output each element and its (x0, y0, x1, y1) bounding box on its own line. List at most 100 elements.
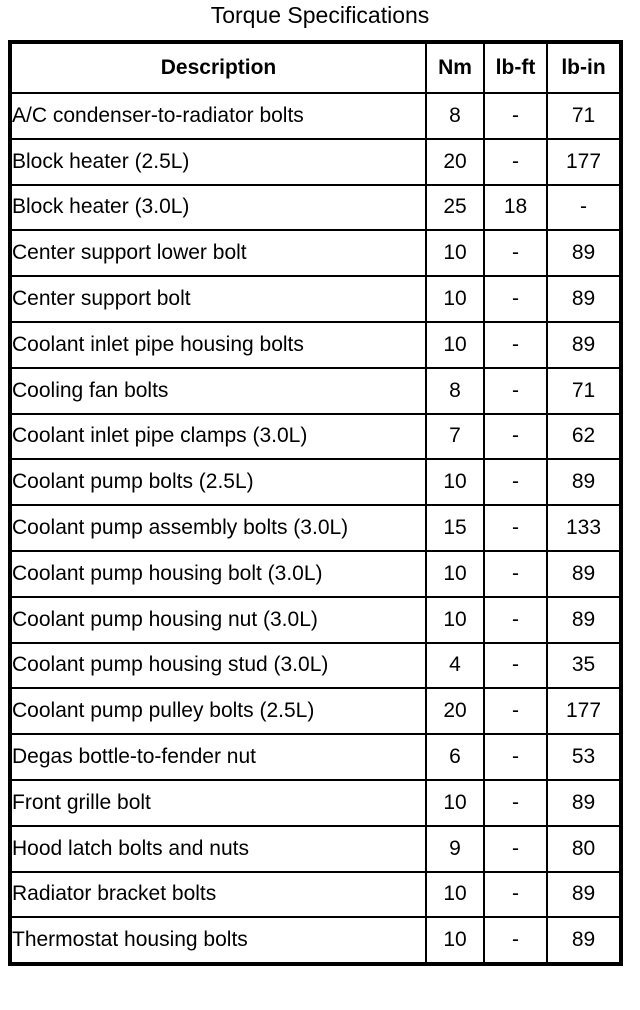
table-body: A/C condenser-to-radiator bolts 8 - 71 B… (9, 92, 622, 966)
cell-lb-in: 80 (546, 824, 622, 873)
cell-nm: 10 (425, 870, 485, 919)
cell-description: Front grille bolt (9, 778, 427, 827)
cell-nm: 6 (425, 733, 485, 781)
cell-description: Coolant pump assembly bolts (3.0L) (9, 504, 427, 552)
cell-nm: 10 (425, 778, 485, 827)
cell-lb-ft: - (483, 549, 548, 598)
table-row: Center support bolt 10 - 89 (9, 275, 622, 323)
cell-lb-in: 89 (546, 870, 622, 919)
cell-lb-in: 71 (546, 366, 622, 415)
table-row: Block heater (3.0L) 25 18 - (9, 183, 622, 232)
cell-lb-in: 89 (546, 916, 622, 966)
table-row: Degas bottle-to-fender nut 6 - 53 (9, 733, 622, 781)
table-row: Coolant pump housing stud (3.0L) 4 - 35 (9, 641, 622, 690)
table-row: Radiator bracket bolts 10 - 89 (9, 870, 622, 919)
table-row: Hood latch bolts and nuts 9 - 80 (9, 824, 622, 873)
cell-lb-in: 62 (546, 412, 622, 461)
table-row: Center support lower bolt 10 - 89 (9, 229, 622, 278)
cell-lb-in: 71 (546, 92, 622, 140)
cell-lb-ft: - (483, 275, 548, 323)
cell-lb-ft: - (483, 366, 548, 415)
cell-lb-in: 89 (546, 458, 622, 507)
cell-nm: 25 (425, 183, 485, 232)
cell-nm: 20 (425, 687, 485, 736)
cell-lb-ft: - (483, 687, 548, 736)
cell-lb-in: 89 (546, 320, 622, 369)
cell-lb-in: 177 (546, 687, 622, 736)
table-row: Thermostat housing bolts 10 - 89 (9, 916, 622, 966)
cell-lb-ft: - (483, 824, 548, 873)
cell-lb-in: - (546, 183, 622, 232)
cell-description: Hood latch bolts and nuts (9, 824, 427, 873)
table-row: Coolant inlet pipe clamps (3.0L) 7 - 62 (9, 412, 622, 461)
cell-description: Coolant pump bolts (2.5L) (9, 458, 427, 507)
cell-lb-ft: - (483, 458, 548, 507)
page-title: Torque Specifications (210, 2, 430, 28)
cell-lb-ft: - (483, 916, 548, 966)
cell-nm: 10 (425, 595, 485, 644)
cell-description: A/C condenser-to-radiator bolts (9, 92, 427, 140)
cell-description: Degas bottle-to-fender nut (9, 733, 427, 781)
cell-description: Coolant inlet pipe clamps (3.0L) (9, 412, 427, 461)
cell-description: Center support lower bolt (9, 229, 427, 278)
cell-description: Block heater (3.0L) (9, 183, 427, 232)
table-row: A/C condenser-to-radiator bolts 8 - 71 (9, 92, 622, 140)
cell-lb-ft: - (483, 412, 548, 461)
cell-nm: 20 (425, 137, 485, 186)
cell-description: Coolant pump pulley bolts (2.5L) (9, 687, 427, 736)
cell-lb-in: 133 (546, 504, 622, 552)
table-row: Coolant pump assembly bolts (3.0L) 15 - … (9, 504, 622, 552)
cell-lb-ft: - (483, 504, 548, 552)
cell-nm: 9 (425, 824, 485, 873)
cell-lb-in: 89 (546, 595, 622, 644)
cell-description: Block heater (2.5L) (9, 137, 427, 186)
table-row: Front grille bolt 10 - 89 (9, 778, 622, 827)
cell-description: Radiator bracket bolts (9, 870, 427, 919)
cell-nm: 10 (425, 275, 485, 323)
cell-nm: 15 (425, 504, 485, 552)
table-row: Coolant pump housing nut (3.0L) 10 - 89 (9, 595, 622, 644)
table-row: Coolant pump bolts (2.5L) 10 - 89 (9, 458, 622, 507)
cell-lb-in: 89 (546, 229, 622, 278)
cell-nm: 10 (425, 549, 485, 598)
cell-description: Coolant inlet pipe housing bolts (9, 320, 427, 369)
cell-lb-in: 89 (546, 549, 622, 598)
column-header-lb-ft: lb-ft (483, 41, 548, 94)
torque-specifications-table: Description Nm lb-ft lb-in A/C condenser… (8, 40, 623, 967)
cell-description: Center support bolt (9, 275, 427, 323)
table-row: Coolant inlet pipe housing bolts 10 - 89 (9, 320, 622, 369)
cell-lb-in: 53 (546, 733, 622, 781)
header-row: Description Nm lb-ft lb-in (9, 41, 622, 94)
cell-nm: 10 (425, 320, 485, 369)
cell-lb-ft: - (483, 778, 548, 827)
cell-lb-ft: - (483, 733, 548, 781)
cell-lb-ft: 18 (483, 183, 548, 232)
cell-nm: 8 (425, 366, 485, 415)
cell-lb-ft: - (483, 595, 548, 644)
cell-nm: 10 (425, 458, 485, 507)
cell-lb-ft: - (483, 320, 548, 369)
cell-lb-in: 35 (546, 641, 622, 690)
cell-nm: 8 (425, 92, 485, 140)
cell-lb-in: 89 (546, 778, 622, 827)
column-header-nm: Nm (425, 41, 485, 94)
table-row: Cooling fan bolts 8 - 71 (9, 366, 622, 415)
table-row: Coolant pump pulley bolts (2.5L) 20 - 17… (9, 687, 622, 736)
cell-description: Thermostat housing bolts (9, 916, 427, 966)
cell-lb-in: 177 (546, 137, 622, 186)
cell-nm: 4 (425, 641, 485, 690)
cell-lb-in: 89 (546, 275, 622, 323)
cell-lb-ft: - (483, 870, 548, 919)
column-header-lb-in: lb-in (546, 41, 622, 94)
cell-description: Coolant pump housing nut (3.0L) (9, 595, 427, 644)
table-header: Description Nm lb-ft lb-in (9, 41, 622, 94)
cell-lb-ft: - (483, 92, 548, 140)
cell-nm: 10 (425, 916, 485, 966)
cell-nm: 7 (425, 412, 485, 461)
table-row: Coolant pump housing bolt (3.0L) 10 - 89 (9, 549, 622, 598)
cell-description: Coolant pump housing bolt (3.0L) (9, 549, 427, 598)
column-header-description: Description (9, 41, 427, 94)
cell-description: Cooling fan bolts (9, 366, 427, 415)
cell-lb-ft: - (483, 137, 548, 186)
